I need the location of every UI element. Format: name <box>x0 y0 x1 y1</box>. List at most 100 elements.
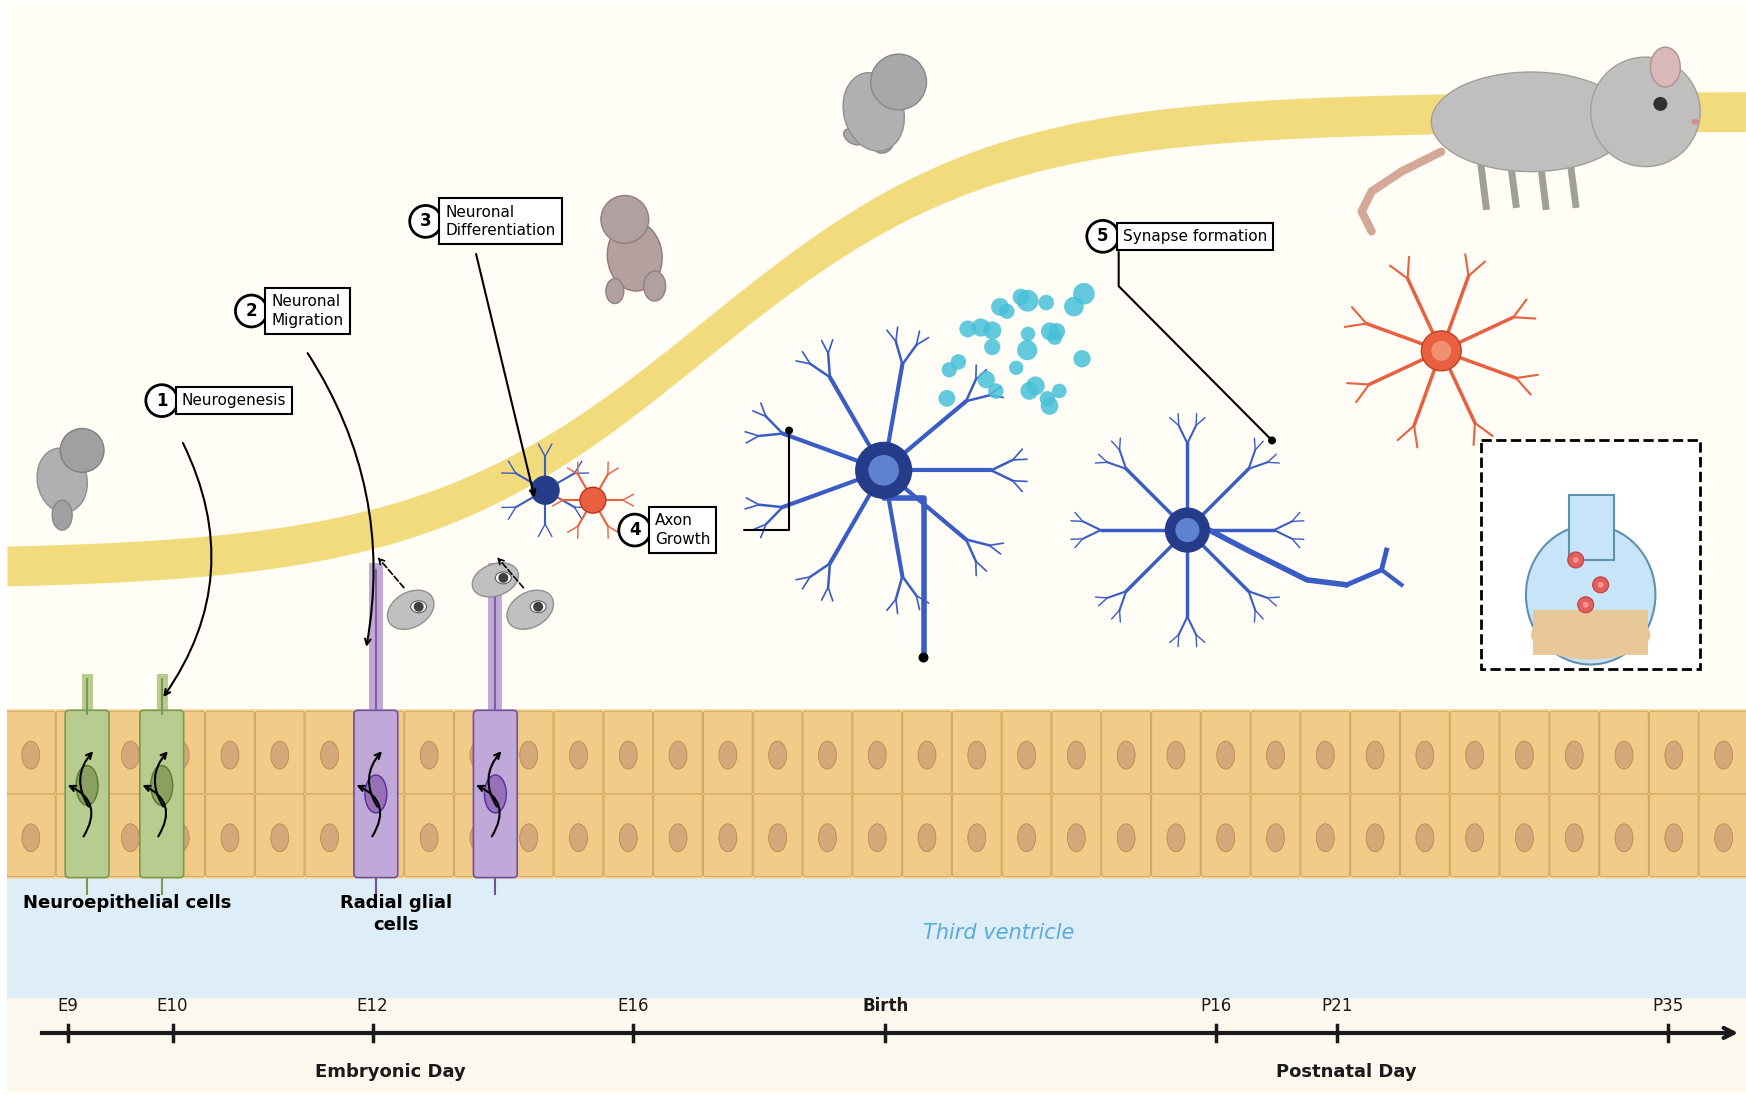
Ellipse shape <box>72 823 89 852</box>
Text: P16: P16 <box>1200 998 1231 1015</box>
Ellipse shape <box>1516 823 1533 852</box>
Ellipse shape <box>1166 741 1186 769</box>
FancyBboxPatch shape <box>155 712 204 794</box>
Ellipse shape <box>122 823 140 852</box>
FancyBboxPatch shape <box>604 712 653 794</box>
FancyBboxPatch shape <box>1152 794 1200 877</box>
Circle shape <box>1573 557 1578 563</box>
Circle shape <box>1021 326 1035 342</box>
Circle shape <box>1074 350 1091 368</box>
FancyBboxPatch shape <box>1699 794 1746 877</box>
Ellipse shape <box>470 823 487 852</box>
FancyBboxPatch shape <box>1201 712 1250 794</box>
FancyBboxPatch shape <box>704 794 753 877</box>
Ellipse shape <box>388 590 435 630</box>
Ellipse shape <box>421 823 438 852</box>
Circle shape <box>618 515 651 546</box>
Bar <box>7 878 1746 998</box>
Bar <box>1533 610 1648 655</box>
Ellipse shape <box>1516 741 1533 769</box>
FancyBboxPatch shape <box>7 794 56 877</box>
FancyBboxPatch shape <box>1500 712 1549 794</box>
Circle shape <box>1048 330 1062 345</box>
FancyBboxPatch shape <box>952 794 1000 877</box>
FancyBboxPatch shape <box>553 794 602 877</box>
Bar <box>1568 495 1613 560</box>
Ellipse shape <box>222 741 239 769</box>
Ellipse shape <box>77 765 98 806</box>
FancyBboxPatch shape <box>1051 712 1100 794</box>
Ellipse shape <box>1416 823 1433 852</box>
Ellipse shape <box>1365 741 1385 769</box>
FancyBboxPatch shape <box>505 712 553 794</box>
Bar <box>1481 440 1701 669</box>
Ellipse shape <box>719 823 737 852</box>
Circle shape <box>992 298 1009 315</box>
Ellipse shape <box>669 741 686 769</box>
Text: Postnatal Day: Postnatal Day <box>1276 1063 1416 1081</box>
Ellipse shape <box>1018 741 1035 769</box>
Ellipse shape <box>506 590 553 630</box>
Text: E9: E9 <box>58 998 79 1015</box>
FancyBboxPatch shape <box>405 712 454 794</box>
Circle shape <box>1598 581 1603 588</box>
Ellipse shape <box>1715 823 1732 852</box>
FancyBboxPatch shape <box>255 712 304 794</box>
Ellipse shape <box>1266 741 1285 769</box>
Ellipse shape <box>1531 610 1650 659</box>
FancyBboxPatch shape <box>1451 712 1500 794</box>
Circle shape <box>1018 341 1037 360</box>
Circle shape <box>1063 297 1084 316</box>
Circle shape <box>1074 283 1095 304</box>
Circle shape <box>1053 383 1067 399</box>
FancyBboxPatch shape <box>505 794 553 877</box>
Ellipse shape <box>569 823 587 852</box>
Circle shape <box>498 573 508 583</box>
Text: Radial glial
cells: Radial glial cells <box>340 894 452 934</box>
Polygon shape <box>7 92 1746 587</box>
Ellipse shape <box>1266 823 1285 852</box>
Ellipse shape <box>1316 741 1334 769</box>
FancyBboxPatch shape <box>653 712 702 794</box>
Ellipse shape <box>868 823 887 852</box>
Ellipse shape <box>1217 741 1234 769</box>
Ellipse shape <box>843 72 904 151</box>
Circle shape <box>939 390 955 406</box>
Ellipse shape <box>1018 823 1035 852</box>
Text: Third ventricle: Third ventricle <box>922 923 1074 944</box>
Ellipse shape <box>1564 823 1584 852</box>
FancyBboxPatch shape <box>1400 794 1449 877</box>
FancyBboxPatch shape <box>753 794 801 877</box>
FancyBboxPatch shape <box>1550 712 1599 794</box>
Ellipse shape <box>1365 823 1385 852</box>
FancyBboxPatch shape <box>354 712 403 794</box>
Circle shape <box>1049 323 1065 339</box>
Ellipse shape <box>52 500 72 530</box>
FancyBboxPatch shape <box>354 794 403 877</box>
Text: E10: E10 <box>157 998 189 1015</box>
Ellipse shape <box>868 741 887 769</box>
Text: 2: 2 <box>246 302 257 320</box>
Circle shape <box>952 354 966 370</box>
Ellipse shape <box>471 563 519 597</box>
Ellipse shape <box>23 823 40 852</box>
Text: 5: 5 <box>1096 228 1109 245</box>
Circle shape <box>1175 518 1200 542</box>
FancyBboxPatch shape <box>255 794 304 877</box>
FancyBboxPatch shape <box>903 794 952 877</box>
Circle shape <box>1421 331 1461 371</box>
Circle shape <box>1020 382 1039 400</box>
Ellipse shape <box>1465 823 1484 852</box>
Ellipse shape <box>1432 72 1631 172</box>
Ellipse shape <box>819 741 836 769</box>
Ellipse shape <box>271 823 288 852</box>
Ellipse shape <box>768 823 787 852</box>
Ellipse shape <box>819 823 836 852</box>
Text: 3: 3 <box>419 212 431 230</box>
Ellipse shape <box>370 741 388 769</box>
Ellipse shape <box>1650 47 1680 87</box>
Ellipse shape <box>768 741 787 769</box>
Circle shape <box>414 602 424 612</box>
FancyBboxPatch shape <box>1599 794 1648 877</box>
FancyBboxPatch shape <box>1500 794 1549 877</box>
